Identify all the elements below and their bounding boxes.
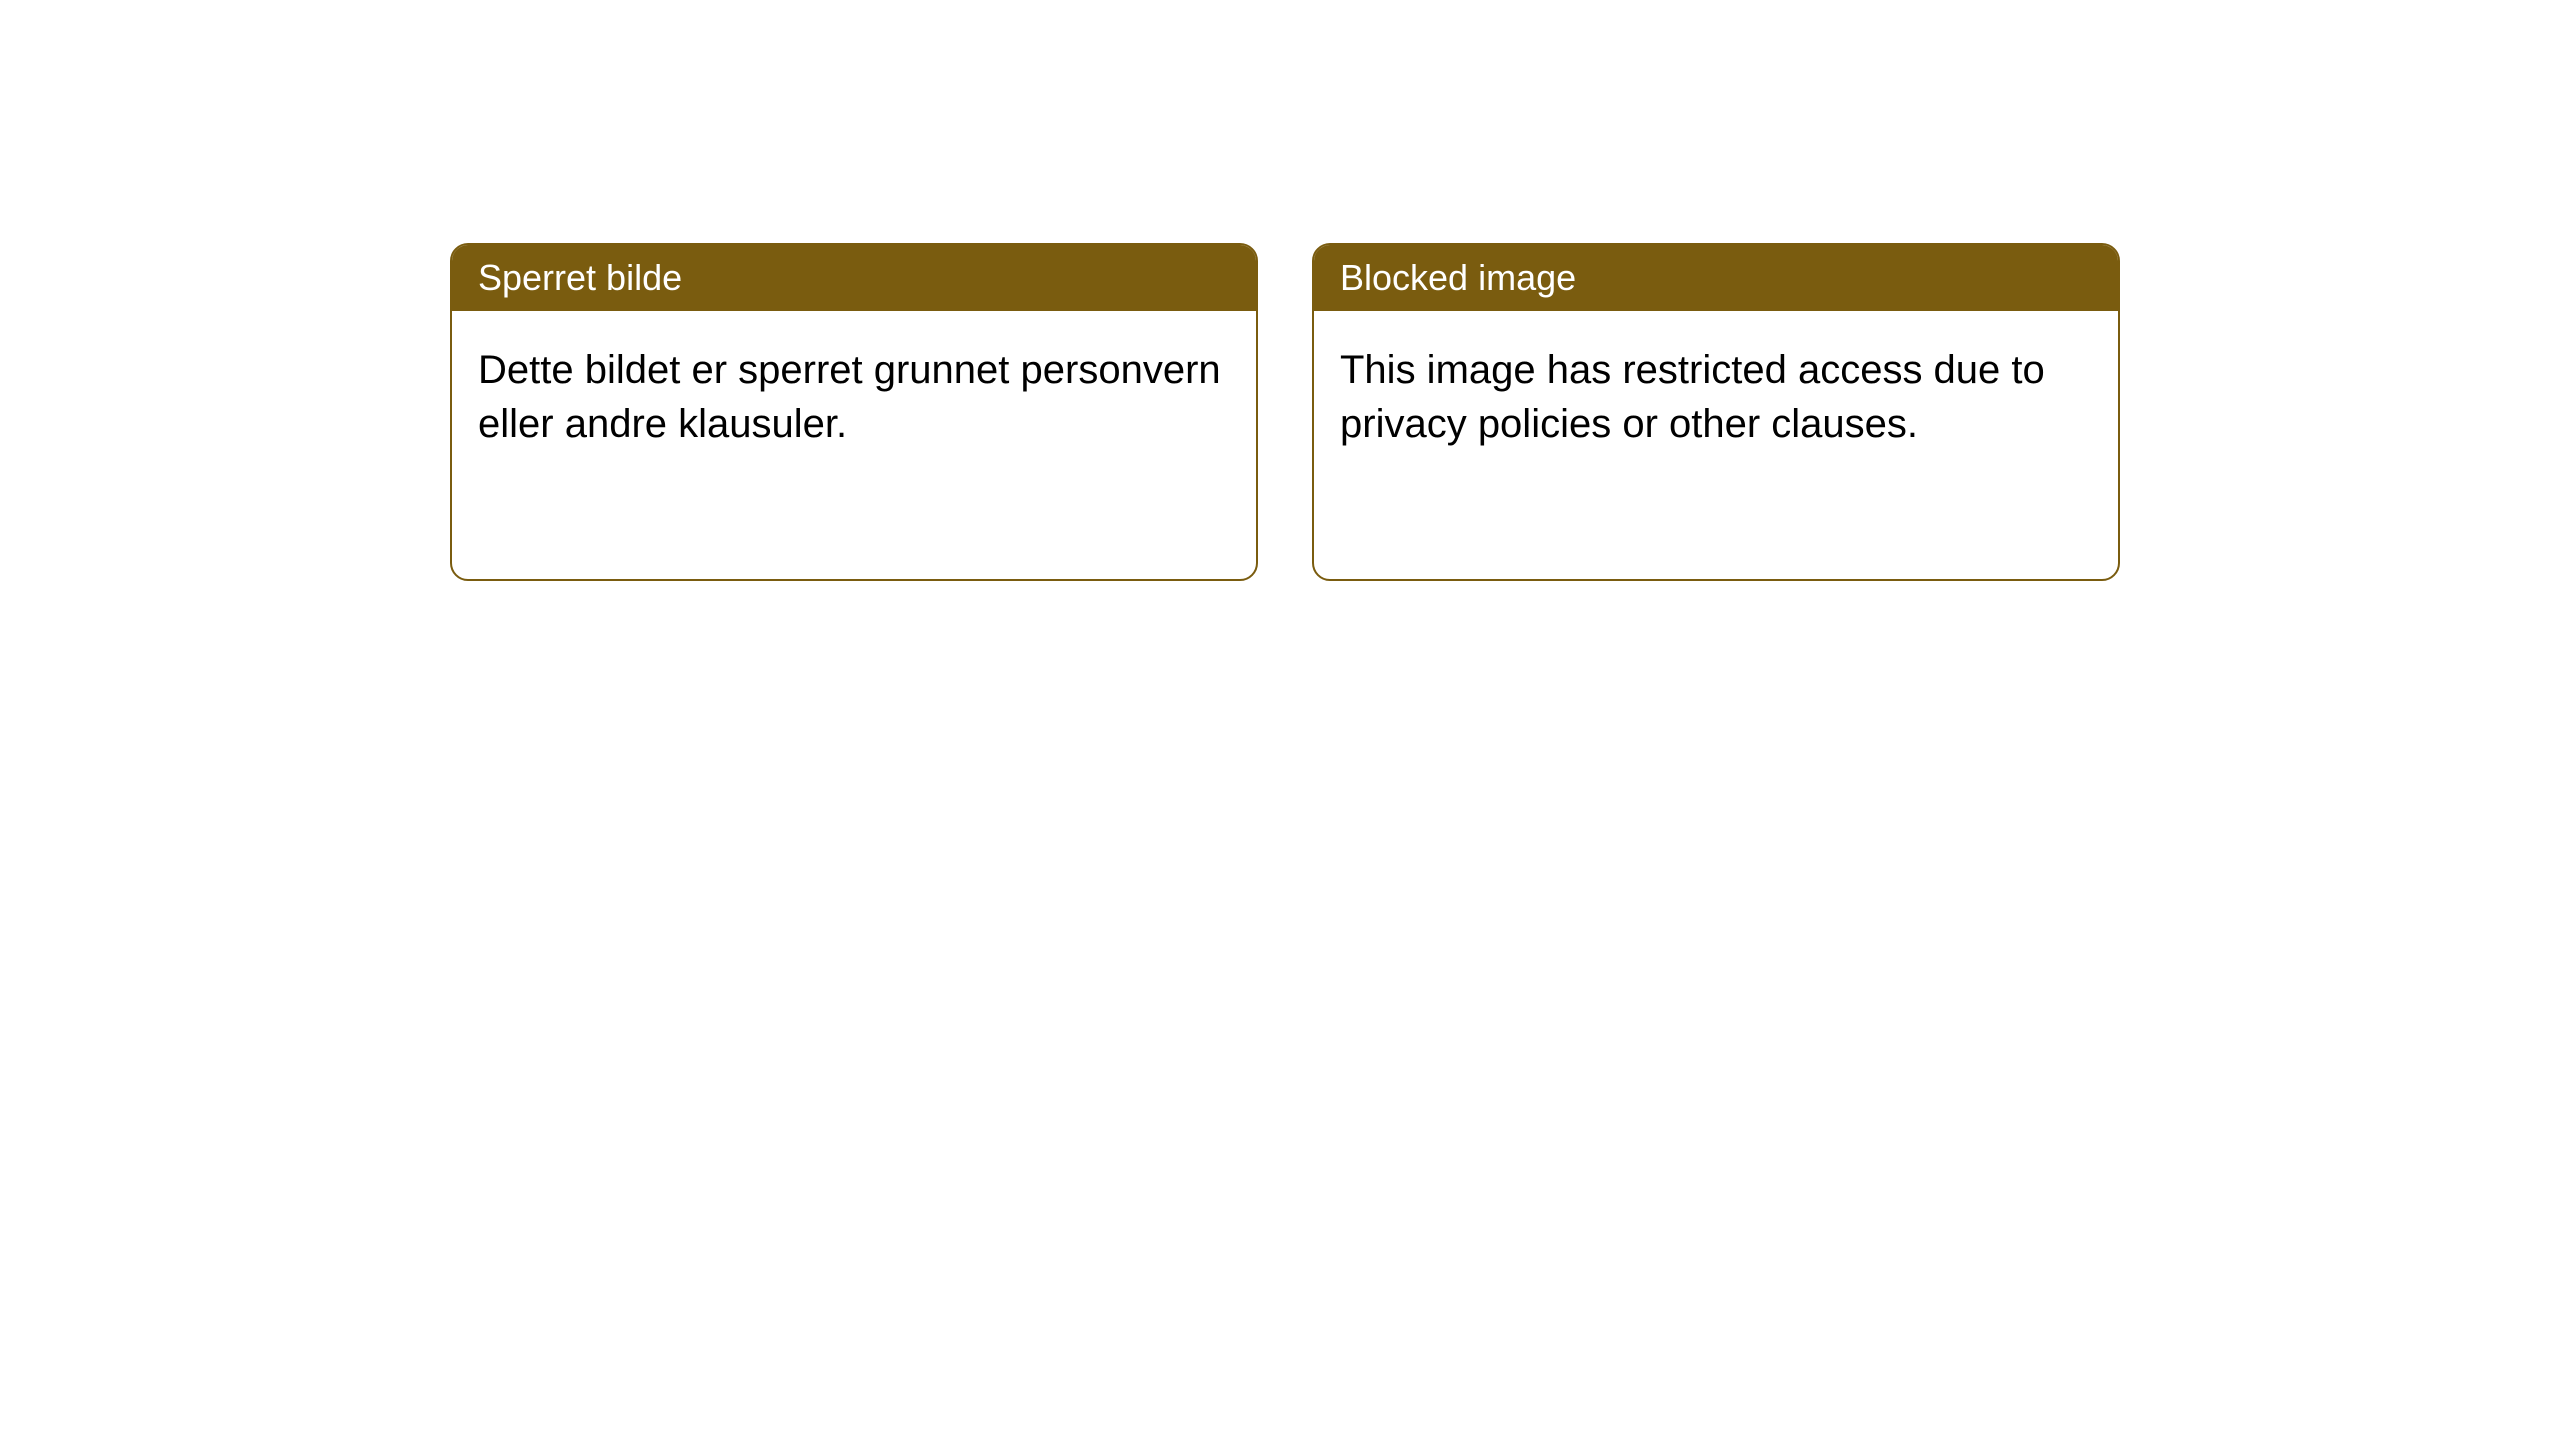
card-body: This image has restricted access due to …	[1314, 311, 2118, 483]
blocked-image-card-norwegian: Sperret bilde Dette bildet er sperret gr…	[450, 243, 1258, 581]
card-header: Blocked image	[1314, 245, 2118, 311]
card-body-text: Dette bildet er sperret grunnet personve…	[478, 348, 1221, 446]
notice-cards-container: Sperret bilde Dette bildet er sperret gr…	[450, 243, 2120, 581]
card-title: Blocked image	[1340, 257, 1576, 298]
card-body-text: This image has restricted access due to …	[1340, 348, 2045, 446]
blocked-image-card-english: Blocked image This image has restricted …	[1312, 243, 2120, 581]
card-header: Sperret bilde	[452, 245, 1256, 311]
card-title: Sperret bilde	[478, 257, 682, 298]
card-body: Dette bildet er sperret grunnet personve…	[452, 311, 1256, 483]
